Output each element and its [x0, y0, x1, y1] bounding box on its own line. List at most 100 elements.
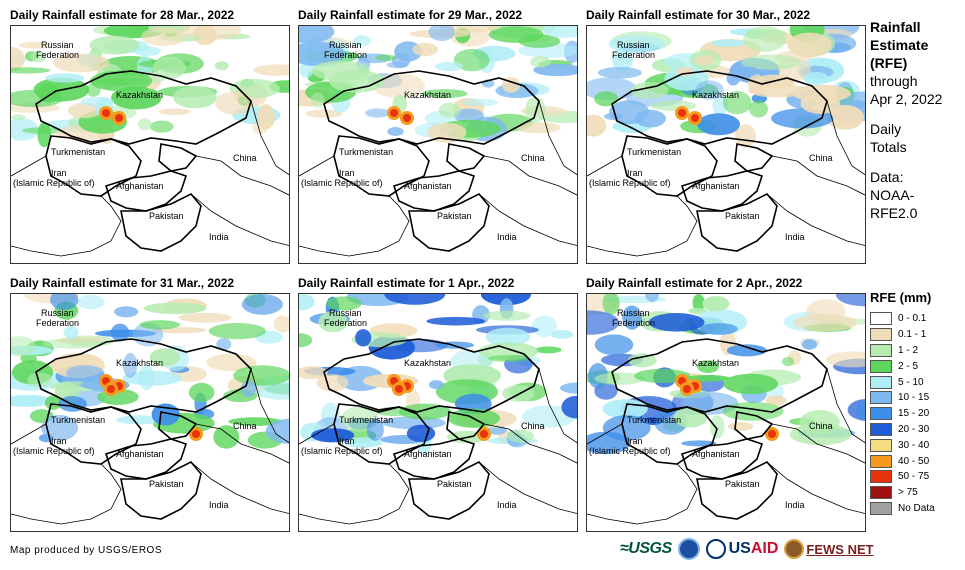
rainfall-patch — [257, 104, 275, 130]
rainfall-patch — [594, 372, 645, 385]
country-border — [195, 423, 289, 464]
country-label: Turkmenistan — [51, 147, 105, 157]
country-border — [734, 143, 774, 172]
legend-swatch — [870, 343, 892, 357]
country-label: (Islamic Republic of) — [589, 446, 671, 456]
heavy-rain-spot — [390, 109, 398, 117]
rainfall-patch — [41, 414, 79, 441]
credit-text: Map produced by USGS/EROS — [10, 545, 163, 556]
info-text: NOAA- — [870, 187, 915, 203]
country-label: Pakistan — [437, 479, 472, 489]
country-label: India — [785, 232, 805, 242]
rainfall-patch — [27, 372, 53, 388]
legend-swatch — [870, 328, 892, 342]
info-text: Data: — [870, 169, 904, 185]
rainfall-patch — [594, 91, 619, 107]
country-border — [771, 423, 865, 464]
legend-item: 20 - 30 — [870, 422, 965, 438]
map-panel-2: Daily Rainfall estimate for 29 Mar., 202… — [298, 8, 578, 264]
country-border — [446, 143, 486, 172]
rainfall-patch — [353, 35, 371, 47]
rainfall-patch — [11, 396, 54, 405]
rainfall-patch — [781, 356, 795, 367]
rainfall-patch — [461, 98, 498, 107]
map-panel-5: Daily Rainfall estimate for 1 Apr., 2022… — [298, 276, 578, 532]
country-label: Federation — [612, 50, 655, 60]
heavy-rain-spot — [691, 114, 699, 122]
country-label: (Islamic Republic of) — [13, 446, 95, 456]
rainfall-patch — [11, 67, 51, 74]
heavy-rain-spot — [683, 385, 691, 393]
country-label: Afghanistan — [116, 449, 164, 459]
country-label: Federation — [324, 318, 367, 328]
rainfall-patch — [723, 373, 779, 395]
legend-item: 10 - 15 — [870, 390, 965, 406]
country-label: Russian — [617, 40, 650, 50]
rainfall-patch — [793, 314, 857, 332]
country-border — [587, 155, 698, 257]
rainfall-patch — [233, 365, 289, 386]
rainfall-patch — [743, 26, 787, 52]
rainfall-patch — [800, 92, 840, 114]
country-border — [478, 461, 577, 514]
rainfall-patch — [627, 353, 657, 368]
rainfall-patch — [139, 320, 180, 330]
rainfall-patch — [65, 365, 105, 381]
country-label: (Islamic Republic of) — [301, 178, 383, 188]
rainfall-patch — [76, 294, 105, 310]
usaid-seal-icon — [705, 539, 726, 559]
country-border — [483, 155, 577, 196]
rainfall-patch — [426, 316, 486, 326]
country-border — [11, 155, 122, 257]
info-text: RFE2.0 — [870, 205, 918, 221]
country-label: (Islamic Republic of) — [301, 446, 383, 456]
country-border — [299, 155, 410, 257]
country-label: Russian — [329, 308, 362, 318]
legend-swatch — [870, 486, 892, 500]
legend-item: > 75 — [870, 485, 965, 501]
rainfall-patch — [587, 431, 631, 455]
legend-label: 0 - 0.1 — [898, 313, 927, 325]
rainfall-patch — [299, 41, 346, 67]
rainfall-patch — [365, 108, 390, 118]
country-label: Afghanistan — [116, 181, 164, 191]
rainfall-patch — [375, 54, 397, 62]
info-date: Apr 2, 2022 — [870, 91, 943, 107]
rainfall-patch — [152, 56, 186, 80]
legend-label: > 75 — [898, 487, 918, 499]
legend: RFE (mm) 0 - 0.1 0.1 - 1 1 - 2 2 - 5 5 - 10 1… — [870, 290, 965, 516]
country-label: Turkmenistan — [627, 147, 681, 157]
rainfall-patch — [648, 313, 705, 332]
rainfall-patch — [133, 46, 161, 56]
rainfall-patch — [311, 428, 355, 443]
rainfall-patch — [765, 395, 787, 406]
country-label: Russian — [617, 308, 650, 318]
heavy-rain-spot — [115, 114, 123, 122]
rainfall-patch — [406, 424, 436, 443]
country-border — [392, 170, 476, 212]
legend-label: 30 - 40 — [898, 439, 930, 451]
rainfall-patch — [560, 382, 577, 394]
country-label: Pakistan — [437, 211, 472, 221]
rainfall-patch — [399, 403, 451, 420]
legend-item: 30 - 40 — [870, 437, 965, 453]
rainfall-patch — [722, 91, 752, 115]
country-label: Russian — [41, 308, 74, 318]
info-title: (RFE) — [870, 55, 908, 71]
country-label: Kazakhstan — [692, 358, 739, 368]
country-border — [680, 438, 764, 480]
rainfall-patch — [110, 323, 130, 342]
rainfall-patch — [299, 366, 328, 380]
rainfall-map: Russian Federation Kazakhstan Turkmenistan C… — [10, 293, 290, 532]
country-label: (Islamic Republic of) — [589, 178, 671, 188]
heavy-rain-spot — [480, 430, 488, 438]
rainfall-patch — [299, 294, 315, 311]
rainfall-patch — [743, 66, 758, 77]
country-label: China — [809, 421, 833, 431]
rainfall-patch — [116, 415, 164, 425]
country-label: Turkmenistan — [51, 415, 105, 425]
rainfall-patch — [137, 118, 152, 131]
country-label: Federation — [36, 50, 79, 60]
